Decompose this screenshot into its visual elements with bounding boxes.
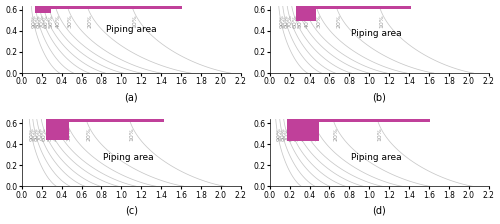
Text: Piping area: Piping area: [352, 29, 402, 38]
Text: (b): (b): [372, 92, 386, 102]
Text: 40%: 40%: [301, 127, 306, 141]
Text: (d): (d): [372, 205, 386, 215]
Text: 80%: 80%: [36, 14, 41, 28]
Text: 60%: 60%: [288, 127, 294, 141]
Text: 80%: 80%: [280, 127, 285, 141]
Text: 30%: 30%: [66, 127, 71, 141]
Text: 70%: 70%: [284, 127, 289, 141]
Text: 90%: 90%: [279, 14, 284, 28]
Text: 70%: 70%: [38, 127, 43, 141]
Text: 80%: 80%: [34, 127, 38, 141]
Text: 90%: 90%: [32, 14, 37, 28]
Text: Piping area: Piping area: [352, 153, 402, 162]
Bar: [46, 122, 68, 140]
Text: Piping area: Piping area: [104, 153, 154, 162]
Text: 10%: 10%: [378, 127, 382, 141]
Text: Piping area: Piping area: [106, 25, 157, 34]
Bar: [296, 9, 316, 21]
Text: (a): (a): [124, 92, 138, 102]
Text: 40%: 40%: [54, 127, 59, 141]
Text: 30%: 30%: [316, 14, 322, 28]
Text: 20%: 20%: [86, 127, 92, 141]
Text: 10%: 10%: [132, 14, 137, 28]
Bar: [35, 9, 50, 13]
Text: 50%: 50%: [48, 14, 54, 28]
Text: 70%: 70%: [288, 14, 292, 28]
Text: 70%: 70%: [40, 14, 44, 28]
Text: 50%: 50%: [298, 14, 302, 28]
Bar: [286, 122, 320, 141]
Text: 60%: 60%: [42, 127, 46, 141]
Text: (c): (c): [124, 205, 138, 215]
Text: 50%: 50%: [47, 127, 52, 141]
Bar: [286, 119, 430, 122]
Text: 50%: 50%: [294, 127, 299, 141]
Text: 30%: 30%: [313, 127, 318, 141]
Text: 40%: 40%: [56, 14, 60, 28]
Text: 10%: 10%: [130, 127, 134, 141]
Text: 80%: 80%: [283, 14, 288, 28]
Text: 60%: 60%: [44, 14, 49, 28]
Text: 90%: 90%: [30, 127, 35, 141]
Text: 60%: 60%: [292, 14, 297, 28]
Bar: [296, 6, 411, 9]
Text: 40%: 40%: [304, 14, 310, 28]
Text: 20%: 20%: [88, 14, 92, 28]
Text: 20%: 20%: [336, 14, 342, 28]
Bar: [35, 6, 182, 9]
Text: 10%: 10%: [380, 14, 384, 28]
Text: 30%: 30%: [68, 14, 72, 28]
Text: 90%: 90%: [276, 127, 281, 141]
Text: 20%: 20%: [334, 127, 338, 141]
Bar: [46, 119, 164, 122]
